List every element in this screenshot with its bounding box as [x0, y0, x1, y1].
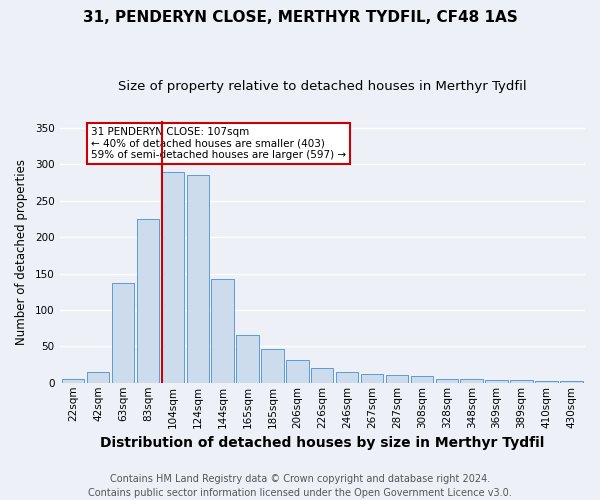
Bar	[286, 360, 308, 383]
Bar	[560, 380, 583, 383]
Bar	[460, 379, 483, 383]
Text: 31 PENDERYN CLOSE: 107sqm
← 40% of detached houses are smaller (403)
59% of semi: 31 PENDERYN CLOSE: 107sqm ← 40% of detac…	[91, 127, 346, 160]
Bar	[535, 380, 557, 383]
Text: Contains HM Land Registry data © Crown copyright and database right 2024.
Contai: Contains HM Land Registry data © Crown c…	[88, 474, 512, 498]
Bar	[211, 280, 234, 383]
Bar	[161, 172, 184, 383]
Bar	[236, 336, 259, 383]
Bar	[510, 380, 533, 383]
Bar	[87, 372, 109, 383]
Bar	[386, 375, 408, 383]
Bar	[311, 368, 334, 383]
Text: 31, PENDERYN CLOSE, MERTHYR TYDFIL, CF48 1AS: 31, PENDERYN CLOSE, MERTHYR TYDFIL, CF48…	[83, 10, 517, 25]
Title: Size of property relative to detached houses in Merthyr Tydfil: Size of property relative to detached ho…	[118, 80, 527, 93]
X-axis label: Distribution of detached houses by size in Merthyr Tydfil: Distribution of detached houses by size …	[100, 436, 544, 450]
Bar	[112, 283, 134, 383]
Bar	[62, 379, 85, 383]
Bar	[137, 219, 159, 383]
Y-axis label: Number of detached properties: Number of detached properties	[15, 158, 28, 344]
Bar	[187, 175, 209, 383]
Bar	[410, 376, 433, 383]
Bar	[336, 372, 358, 383]
Bar	[485, 380, 508, 383]
Bar	[361, 374, 383, 383]
Bar	[261, 350, 284, 383]
Bar	[436, 379, 458, 383]
